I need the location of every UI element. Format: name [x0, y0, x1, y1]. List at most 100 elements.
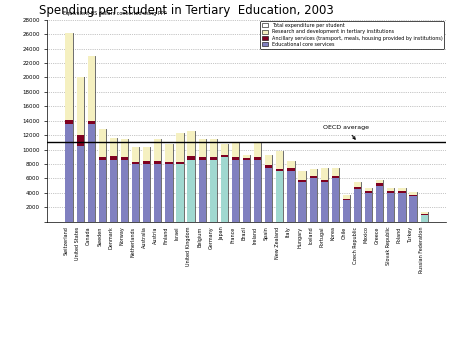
Bar — [343, 195, 350, 222]
Bar — [132, 147, 139, 162]
Bar — [254, 160, 261, 222]
Bar — [265, 165, 272, 168]
Bar — [154, 161, 162, 164]
Bar — [99, 129, 106, 222]
Bar — [110, 138, 117, 156]
Bar — [343, 195, 350, 198]
Bar — [276, 151, 284, 222]
Bar — [288, 168, 295, 171]
Bar — [188, 131, 195, 156]
Bar — [99, 160, 106, 222]
Bar — [410, 196, 417, 222]
Bar — [321, 180, 328, 182]
Bar — [321, 182, 328, 222]
Bar — [288, 171, 295, 222]
Bar — [76, 146, 84, 222]
Bar — [276, 171, 284, 222]
Bar — [387, 193, 395, 222]
Text: Equivalent US dollars converted using PPP: Equivalent US dollars converted using PP… — [63, 11, 167, 16]
Bar — [321, 168, 328, 222]
Bar — [143, 161, 150, 164]
Bar — [143, 147, 150, 222]
Bar — [376, 180, 383, 184]
Bar — [321, 168, 328, 180]
Bar — [365, 191, 372, 193]
Bar — [332, 176, 339, 178]
Bar — [110, 160, 117, 222]
Bar — [398, 188, 405, 222]
Bar — [243, 158, 250, 160]
Bar — [154, 164, 162, 222]
Bar — [121, 160, 128, 222]
Bar — [210, 140, 217, 222]
Bar — [310, 169, 317, 176]
Bar — [376, 186, 383, 222]
Bar — [398, 193, 405, 222]
Bar — [410, 192, 417, 195]
Bar — [354, 182, 361, 222]
Bar — [376, 180, 383, 222]
Bar — [110, 138, 117, 222]
Bar — [365, 188, 372, 222]
Bar — [221, 144, 228, 154]
Bar — [265, 154, 272, 165]
Bar — [121, 158, 128, 160]
Bar — [298, 182, 306, 222]
Bar — [188, 160, 195, 222]
Bar — [165, 144, 172, 162]
Bar — [76, 77, 84, 135]
Bar — [310, 178, 317, 222]
Bar — [343, 198, 350, 200]
Bar — [165, 144, 172, 222]
Bar — [387, 188, 395, 222]
Bar — [310, 169, 317, 222]
Bar — [132, 162, 139, 164]
Bar — [288, 161, 295, 168]
Bar — [221, 154, 228, 157]
Bar — [243, 160, 250, 222]
Bar — [165, 164, 172, 222]
Bar — [110, 156, 117, 160]
Bar — [198, 140, 206, 222]
Bar — [176, 133, 184, 162]
Bar — [76, 135, 84, 146]
Bar — [265, 154, 272, 222]
Bar — [420, 212, 427, 214]
Bar — [210, 158, 217, 160]
Bar — [132, 147, 139, 222]
Bar — [243, 154, 250, 158]
Bar — [254, 143, 261, 158]
Bar — [410, 192, 417, 222]
Bar — [154, 140, 162, 161]
Bar — [343, 200, 350, 222]
Bar — [210, 140, 217, 158]
Legend: Total expenditure per student, Research and development in tertiary institutions: Total expenditure per student, Research … — [260, 21, 445, 49]
Bar — [88, 121, 95, 124]
Bar — [121, 140, 128, 222]
Bar — [420, 212, 427, 222]
Bar — [198, 140, 206, 158]
Bar — [365, 193, 372, 222]
Bar — [288, 161, 295, 222]
Text: OECD average: OECD average — [324, 125, 369, 139]
Bar — [298, 171, 306, 222]
Bar — [165, 162, 172, 164]
Bar — [265, 168, 272, 222]
Bar — [310, 176, 317, 178]
Bar — [420, 214, 427, 215]
Bar — [65, 120, 72, 124]
Bar — [398, 191, 405, 193]
Bar — [243, 154, 250, 222]
Bar — [176, 162, 184, 164]
Bar — [254, 143, 261, 222]
Bar — [76, 77, 84, 222]
Bar — [354, 189, 361, 222]
Bar — [88, 124, 95, 222]
Bar — [221, 157, 228, 222]
Bar — [420, 215, 427, 222]
Bar — [298, 180, 306, 182]
Bar — [188, 131, 195, 222]
Bar — [232, 160, 239, 222]
Bar — [332, 168, 339, 222]
Bar — [99, 158, 106, 160]
